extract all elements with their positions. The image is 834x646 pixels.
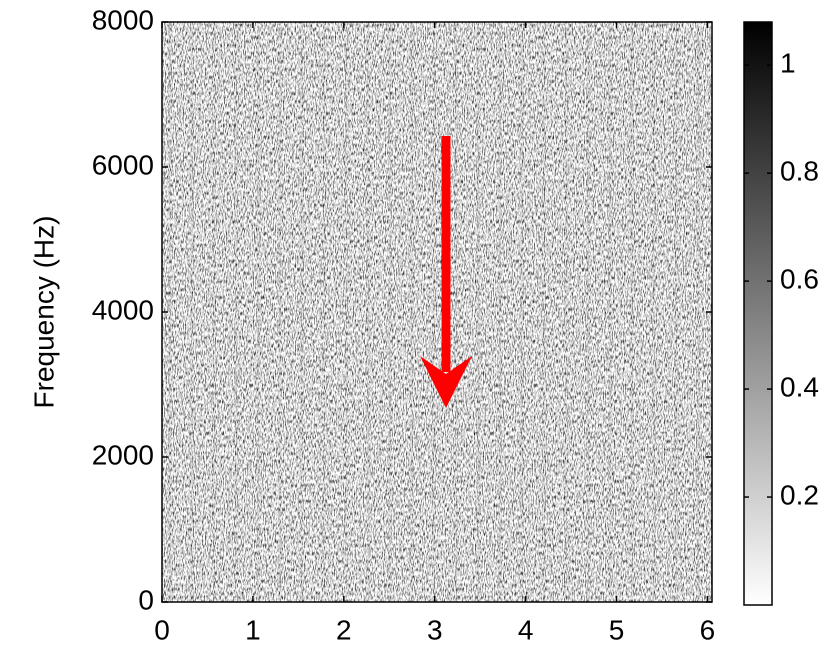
colorbar-tick-label: 0.2 xyxy=(780,479,819,510)
x-tick-label: 5 xyxy=(609,614,625,645)
y-tick-label: 2000 xyxy=(92,439,154,470)
x-tick-label: 3 xyxy=(427,614,443,645)
arrow-head xyxy=(420,356,472,408)
y-axis-label: Frequency (Hz) xyxy=(28,216,59,409)
colorbar-tick-label: 0.4 xyxy=(780,371,819,402)
y-tick-label: 8000 xyxy=(92,4,154,35)
y-tick-label: 0 xyxy=(138,584,154,615)
x-tick-label: 1 xyxy=(245,614,261,645)
colorbar-tick-label: 0.6 xyxy=(780,264,819,295)
colorbar-tick-label: 0.8 xyxy=(780,156,819,187)
x-tick-label: 4 xyxy=(518,614,534,645)
colorbar xyxy=(743,21,773,606)
y-tick-label: 6000 xyxy=(92,149,154,180)
x-tick-label: 6 xyxy=(700,614,716,645)
spectrogram-image xyxy=(162,22,712,602)
x-tick-label: 2 xyxy=(336,614,352,645)
y-tick-label: 4000 xyxy=(92,294,154,325)
colorbar-tick-label: 1 xyxy=(780,48,796,79)
x-tick-label: 0 xyxy=(154,614,170,645)
